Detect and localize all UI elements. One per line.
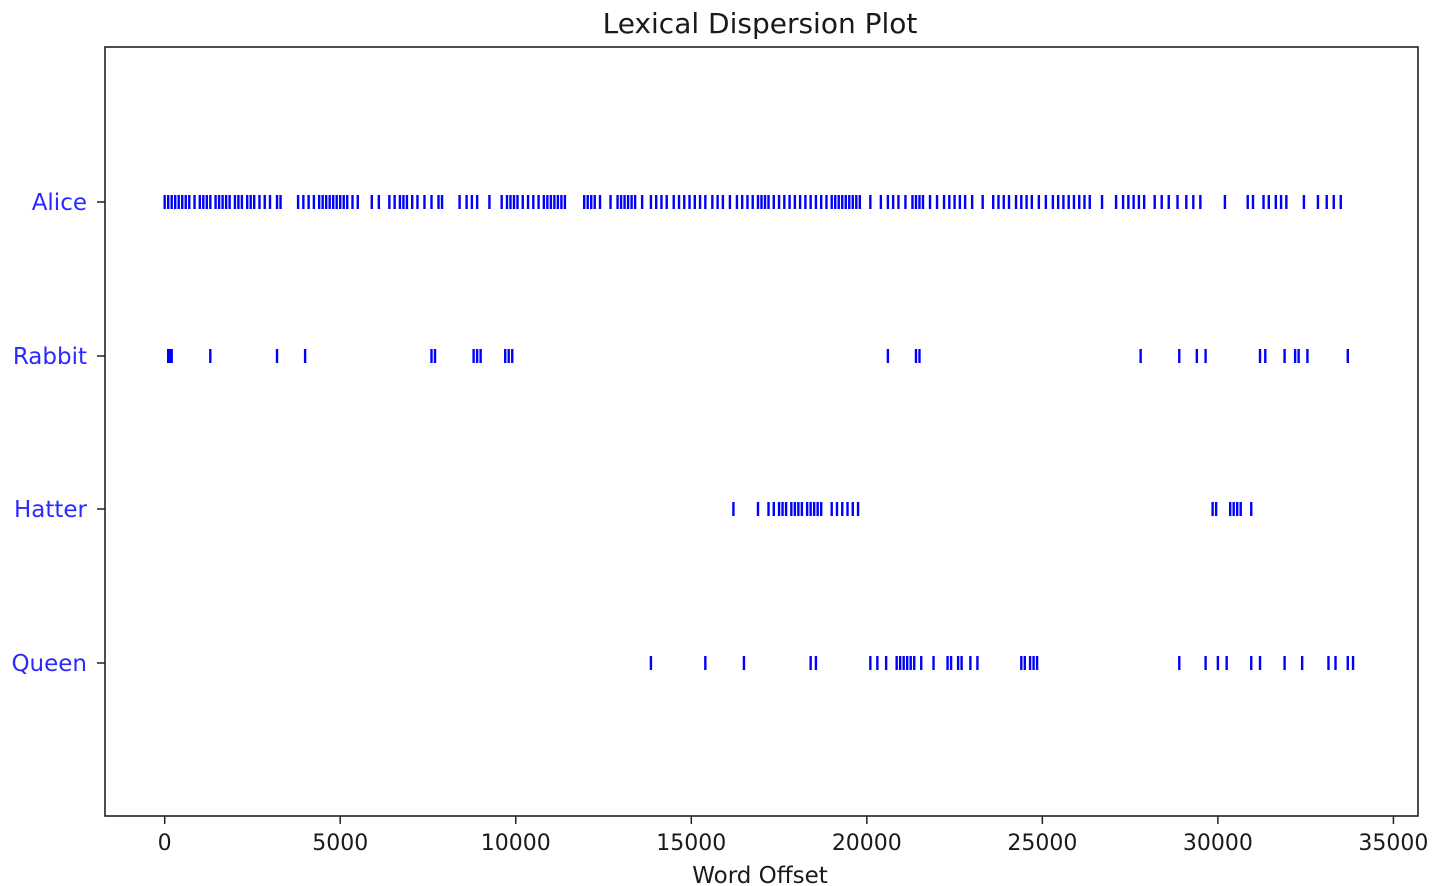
y-tick-label-hatter: Hatter bbox=[14, 497, 88, 523]
x-tick-label-15000: 15000 bbox=[656, 831, 726, 856]
x-tick-label-25000: 25000 bbox=[1007, 831, 1077, 856]
y-tick-label-alice: Alice bbox=[32, 190, 87, 216]
x-tick-label-20000: 20000 bbox=[832, 831, 902, 856]
y-tick-label-rabbit: Rabbit bbox=[13, 344, 87, 370]
x-axis-label: Word Offset bbox=[692, 863, 828, 886]
chart-title: Lexical Dispersion Plot bbox=[603, 7, 918, 40]
y-axis: Alice Rabbit Hatter Queen bbox=[11, 190, 105, 677]
plot-area bbox=[104, 46, 1419, 817]
x-tick-label-10000: 10000 bbox=[481, 831, 551, 856]
x-tick-label-0: 0 bbox=[158, 831, 172, 856]
y-tick-label-queen: Queen bbox=[11, 651, 87, 677]
x-tick-label-5000: 5000 bbox=[312, 831, 368, 856]
x-tick-label-35000: 35000 bbox=[1358, 831, 1428, 856]
x-tick-label-30000: 30000 bbox=[1183, 831, 1253, 856]
x-axis: 0 5000 10000 15000 20000 25000 30000 35000 bbox=[158, 816, 1428, 856]
dispersion-marks bbox=[163, 195, 1355, 670]
